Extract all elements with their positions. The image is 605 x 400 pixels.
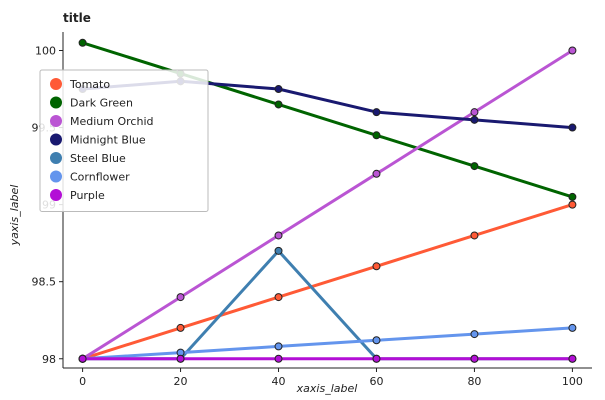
data-point-purple — [470, 354, 479, 363]
data-point-medium-orchid — [568, 46, 577, 55]
legend-label: Cornflower — [70, 171, 130, 184]
legend-label: Midnight Blue — [70, 134, 146, 147]
data-point-dark-green — [274, 100, 283, 109]
legend-marker — [50, 152, 62, 164]
series-tomato — [78, 200, 577, 363]
legend-marker — [50, 78, 62, 90]
data-point-medium-orchid — [372, 169, 381, 178]
y-tick-label: 100 — [35, 44, 56, 57]
data-point-purple — [568, 354, 577, 363]
series-line-dark-green — [82, 41, 573, 199]
series-line-cornflower — [82, 326, 573, 361]
data-point-midnight-blue — [470, 115, 479, 124]
legend-label: Medium Orchid — [70, 115, 153, 128]
data-point-dark-green — [372, 131, 381, 140]
data-point-purple — [78, 354, 87, 363]
data-point-steel-blue — [274, 246, 283, 255]
data-point-cornflower — [372, 336, 381, 345]
data-point-midnight-blue — [372, 108, 381, 117]
x-tick-label: 20 — [174, 375, 188, 388]
data-point-medium-orchid — [274, 231, 283, 240]
data-point-dark-green — [78, 38, 87, 47]
y-tick-label: 98.5 — [32, 276, 57, 289]
data-point-tomato — [274, 293, 283, 302]
x-tick-label: 80 — [467, 375, 481, 388]
legend-marker — [50, 133, 62, 146]
data-point-tomato — [470, 231, 479, 240]
data-point-tomato — [568, 200, 577, 209]
x-tick-label: 100 — [562, 375, 583, 388]
data-point-cornflower — [274, 342, 283, 351]
data-point-midnight-blue — [274, 85, 283, 94]
series-layer — [78, 38, 577, 363]
chart-title: title — [63, 11, 91, 25]
data-point-purple — [176, 354, 185, 363]
data-point-purple — [372, 354, 381, 363]
series-cornflower — [78, 323, 577, 363]
data-point-cornflower — [470, 330, 479, 339]
y-tick-label: 98 — [42, 353, 56, 366]
legend-label: Purple — [70, 189, 105, 202]
y-axis-label: yaxis_label — [8, 185, 21, 247]
legend-label: Tomato — [69, 78, 110, 91]
legend-marker — [50, 189, 62, 201]
data-point-medium-orchid — [470, 108, 479, 117]
legend-marker — [50, 96, 62, 109]
data-point-dark-green — [470, 162, 479, 171]
legend-box — [39, 69, 209, 212]
data-point-tomato — [372, 262, 381, 271]
data-point-midnight-blue — [568, 123, 577, 132]
x-tick-label: 0 — [79, 375, 86, 388]
x-tick-label: 60 — [369, 375, 383, 388]
legend-marker — [50, 115, 62, 127]
series-line-tomato — [82, 203, 573, 361]
data-point-dark-green — [568, 192, 577, 201]
data-point-medium-orchid — [176, 293, 185, 302]
series-line-medium-orchid — [81, 49, 574, 361]
legend-marker — [50, 170, 62, 183]
legend-label: Dark Green — [70, 97, 133, 110]
data-point-cornflower — [568, 323, 577, 332]
legend-label: Steel Blue — [70, 152, 126, 165]
series-steel-blue — [78, 246, 577, 363]
data-point-tomato — [176, 323, 185, 332]
x-axis-label: xaxis_label — [296, 382, 358, 395]
data-point-purple — [274, 354, 283, 363]
legend: Tomato Dark Green Medium Orchid Midnight Bl… — [39, 69, 209, 212]
x-tick-label: 40 — [272, 375, 286, 388]
series-purple — [78, 354, 577, 363]
